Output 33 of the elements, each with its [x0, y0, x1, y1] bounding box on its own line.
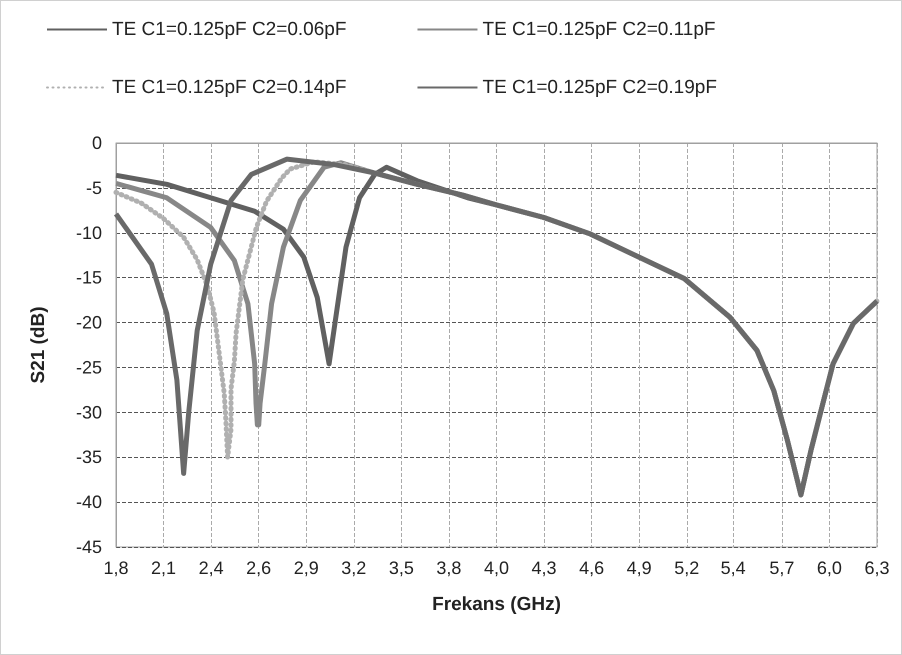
- y-tick-label: -15: [76, 268, 102, 288]
- legend-label: TE C1=0.125pF C2=0.19pF: [482, 77, 717, 98]
- x-tick-label: 4,9: [626, 558, 652, 578]
- x-tick-label: 2,6: [246, 558, 272, 578]
- x-tick-label: 4,3: [532, 558, 557, 578]
- x-tick-label: 2,4: [198, 558, 224, 578]
- x-tick-label: 2,9: [294, 558, 319, 578]
- x-tick-label: 3,5: [388, 558, 414, 578]
- x-tick-label: 5,2: [674, 558, 700, 578]
- legend-label: TE C1=0.125pF C2=0.11pF: [482, 19, 716, 40]
- y-tick-label: -45: [76, 537, 102, 557]
- x-tick-label: 6,0: [816, 558, 842, 578]
- y-tick-label: -5: [86, 178, 102, 198]
- x-tick-label: 3,2: [341, 558, 366, 578]
- y-axis-title: S21 (dB): [28, 306, 49, 384]
- x-tick-label: 1,8: [103, 558, 129, 578]
- x-tick-label: 5,7: [769, 558, 794, 578]
- x-tick-label: 4,0: [484, 558, 510, 578]
- x-tick-label: 6,3: [864, 558, 890, 578]
- legend-label: TE C1=0.125pF C2=0.06pF: [112, 19, 346, 40]
- y-tick-label: -40: [76, 492, 102, 512]
- y-tick-label: -20: [76, 312, 102, 333]
- x-tick-label: 3,8: [436, 558, 462, 578]
- y-tick-label: -25: [76, 357, 102, 378]
- y-tick-label: -30: [76, 402, 102, 422]
- legend-label: TE C1=0.125pF C2=0.14pF: [112, 77, 346, 98]
- y-tick-label: -35: [76, 447, 102, 468]
- x-axis-title: Frekans (GHz): [432, 594, 561, 615]
- x-tick-label: 5,4: [720, 558, 746, 578]
- x-tick-label: 4,6: [579, 558, 604, 578]
- y-tick-label: 0: [92, 133, 102, 153]
- x-tick-label: 2,1: [151, 558, 176, 578]
- y-tick-label: -10: [76, 222, 102, 243]
